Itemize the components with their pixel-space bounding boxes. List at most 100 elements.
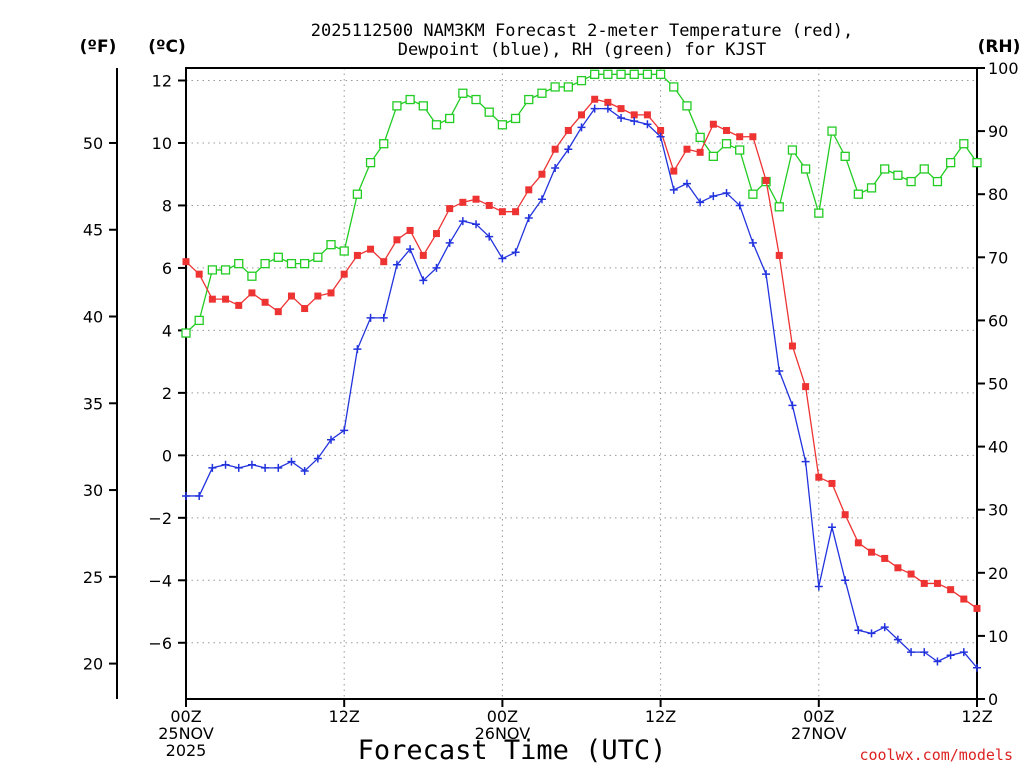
dewpoint-point [946, 651, 955, 660]
temperature-series [182, 95, 981, 612]
temperature-point [564, 126, 572, 134]
dewpoint-point [458, 217, 467, 226]
rh-point [365, 157, 376, 168]
x-tick-label: 27NOV [791, 724, 847, 743]
dewpoint-point [682, 179, 691, 188]
rh-point [669, 82, 679, 92]
dewpoint-point [775, 367, 784, 376]
dewpoint-point [762, 270, 771, 279]
temperature-point [709, 120, 717, 128]
dewpoint-point [893, 635, 902, 644]
c-tick-label: 8 [162, 196, 172, 215]
dewpoint-point [630, 117, 639, 126]
dewpoint-point [880, 623, 889, 632]
dewpoint-point [788, 401, 797, 410]
temperature-point [578, 111, 585, 119]
rh-tick-label: 20 [988, 564, 1008, 583]
dewpoint-point [445, 238, 454, 247]
dewpoint-point [841, 576, 850, 585]
credit-link[interactable]: coolwx.com/models [859, 746, 1013, 764]
rh-series [181, 69, 982, 338]
dewpoint-point [656, 132, 665, 141]
f-tick-label: 50 [83, 134, 103, 153]
dewpoint-point [696, 198, 705, 207]
temperature-point [538, 170, 546, 178]
dewpoint-point [735, 201, 744, 210]
temperature-point [393, 236, 401, 244]
rh-point [207, 265, 218, 275]
rh-point [405, 94, 415, 105]
temperature-point [367, 245, 375, 253]
rh-point [840, 151, 850, 161]
temperature-point [723, 126, 731, 134]
f-tick-label: 30 [83, 481, 103, 500]
dewpoint-point [577, 123, 586, 132]
rh-point [234, 258, 244, 269]
dewpoint-point [709, 192, 718, 201]
temperature-point [248, 289, 256, 297]
temperature-point [274, 308, 282, 316]
rh-point [352, 189, 363, 199]
temperature-point [947, 586, 955, 594]
celsius-axis: −6 −4 −2 0 2 4 6 8 10 12 [148, 71, 186, 653]
dewpoint-point [959, 648, 968, 657]
rh-point [735, 145, 745, 155]
dewpoint-point [722, 188, 731, 197]
temperature-point [498, 208, 506, 216]
rh-point [392, 101, 402, 111]
temperature-point [696, 148, 704, 156]
temperature-point [617, 105, 625, 113]
dewpoint-point [392, 260, 401, 269]
dewpoint-point [353, 345, 362, 354]
x-tick-label: 00Z [487, 707, 518, 726]
x-tick-label: 2025 [166, 741, 207, 760]
temperature-point [933, 579, 941, 587]
f-tick-label: 40 [83, 308, 103, 327]
rh-tick-label: 0 [988, 690, 998, 709]
x-tick-label: 12Z [645, 707, 676, 726]
dewpoint-point [419, 276, 428, 285]
temperature-point [353, 251, 361, 259]
rh-tick-label: 100 [988, 59, 1019, 78]
dewpoint-point [300, 466, 309, 475]
rh-point [418, 101, 428, 111]
dewpoint-point [867, 629, 876, 638]
rh-point [326, 240, 336, 250]
rh-tick-label: 60 [988, 311, 1008, 330]
temperature-point [683, 145, 691, 153]
temperature-point [235, 301, 243, 309]
rh-axis: 0 10 20 30 40 50 60 70 80 90 100 [977, 59, 1019, 709]
x-axis-label: Forecast Time (UTC) [358, 735, 667, 766]
rh-point [827, 126, 837, 136]
rh-point [484, 107, 494, 117]
rh-point [471, 94, 481, 105]
temperature-point [222, 295, 230, 303]
rh-point [748, 189, 758, 199]
c-tick-label: −6 [148, 634, 172, 653]
dewpoint-series [182, 104, 981, 672]
dewpoint-point [221, 460, 230, 469]
rh-point [379, 139, 389, 149]
rh-point [919, 164, 929, 174]
temperature-point [960, 595, 968, 603]
x-tick-label: 25NOV [158, 724, 214, 743]
temperature-point [261, 298, 269, 306]
plot-frame [185, 67, 978, 700]
rh-point [247, 271, 257, 281]
temperature-point [749, 133, 757, 141]
dewpoint-point [313, 454, 322, 463]
dewpoint-point [854, 626, 863, 635]
rh-point [945, 157, 956, 168]
temperature-point [657, 126, 665, 134]
temperature-point [208, 295, 216, 303]
rh-point [708, 151, 718, 161]
temperature-point [512, 208, 520, 216]
temperature-point [525, 186, 533, 194]
grid-lines [185, 68, 978, 699]
rh-point [880, 164, 890, 174]
dewpoint-point [182, 491, 190, 500]
dewpoint-point [472, 220, 481, 229]
temperature-point [788, 342, 796, 350]
